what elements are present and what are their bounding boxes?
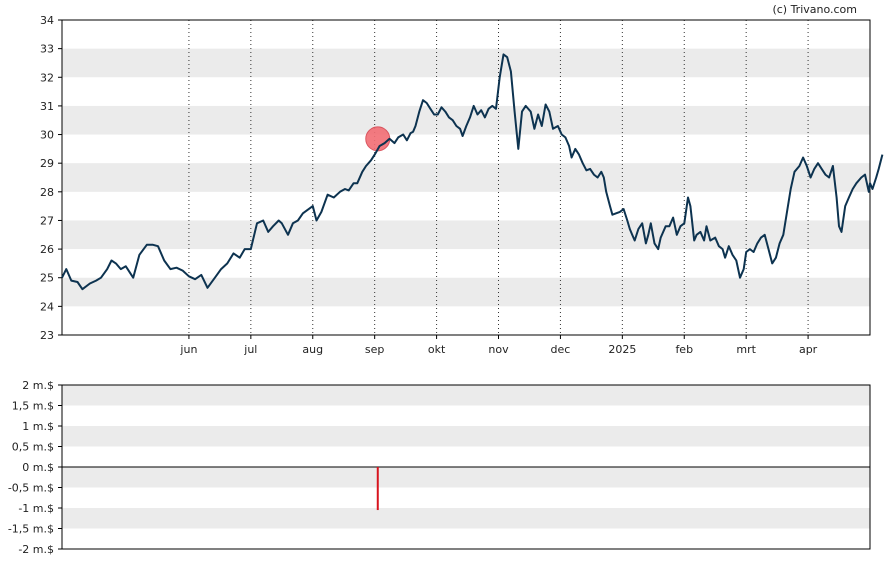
credit-text: (c) Trivano.com — [772, 3, 857, 16]
grid-band — [62, 467, 870, 488]
grid-band — [62, 277, 870, 307]
grid-band — [62, 48, 870, 78]
y-tick-label: 0,5 m.$ — [12, 441, 54, 454]
y-tick-label: 2 m.$ — [22, 379, 54, 392]
volume-frame — [61, 384, 871, 550]
y-tick-label: 26 — [40, 243, 54, 256]
x-tick-label: jun — [179, 343, 197, 356]
x-tick-label: nov — [488, 343, 509, 356]
price-panel: jun jul aug sep okt nov dec 2025 feb mrt apr 23 24 25… — [40, 14, 884, 356]
y-tick-label: -2 m.$ — [18, 543, 54, 556]
grid-band — [62, 385, 870, 406]
grid-band — [62, 220, 870, 250]
x-tick-label: sep — [365, 343, 384, 356]
grid-band — [62, 105, 870, 135]
y-tick-label: 1,5 m.$ — [12, 400, 54, 413]
y-tick-label: 25 — [40, 272, 54, 285]
y-tick-label: 1 m.$ — [22, 420, 54, 433]
y-tick-label: 31 — [40, 100, 54, 113]
grid-band — [62, 163, 870, 192]
y-tick-label: 0 m.$ — [22, 461, 54, 474]
x-tick-label: okt — [428, 343, 446, 356]
x-tick-label: dec — [551, 343, 571, 356]
y-tick-label: -1 m.$ — [18, 502, 54, 515]
y-tick-label: -0,5 m.$ — [8, 482, 54, 495]
price-line — [61, 53, 884, 291]
x-tick-label: mrt — [736, 343, 756, 356]
x-tick-label: aug — [302, 343, 323, 356]
y-tick-label: 28 — [40, 186, 54, 199]
y-tick-label: 33 — [40, 43, 54, 56]
y-tick-label: 24 — [40, 300, 54, 313]
y-tick-label: 29 — [40, 157, 54, 170]
x-tick-label: apr — [799, 343, 818, 356]
x-tick-label: feb — [675, 343, 693, 356]
volume-panel: 2 m.$ 1,5 m.$ 1 m.$ 0,5 m.$ 0 m.$ -0,5 m.$ -1 … — [8, 379, 871, 556]
y-tick-label: 27 — [40, 214, 54, 227]
y-tick-label: 32 — [40, 71, 54, 84]
price-frame — [61, 19, 871, 336]
y-tick-label: 23 — [40, 329, 54, 342]
x-tick-label: 2025 — [608, 343, 636, 356]
grid-band — [62, 426, 870, 447]
y-tick-label: 30 — [40, 129, 54, 142]
grid-band — [62, 508, 870, 529]
y-tick-label: -1,5 m.$ — [8, 523, 54, 536]
y-tick-label: 34 — [40, 14, 54, 27]
x-tick-label: jul — [243, 343, 257, 356]
